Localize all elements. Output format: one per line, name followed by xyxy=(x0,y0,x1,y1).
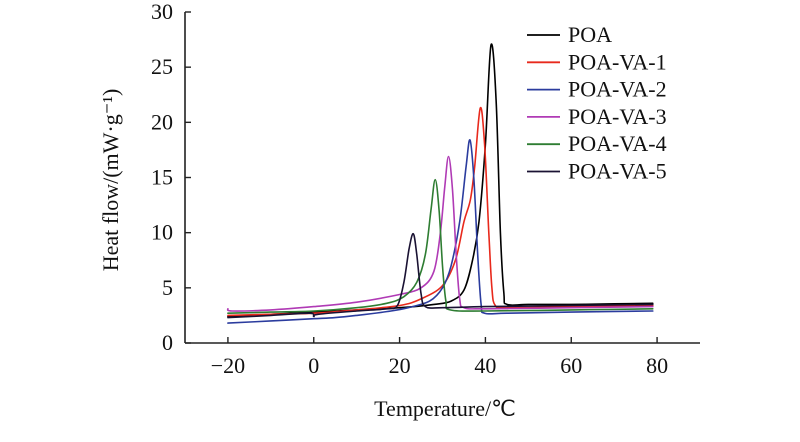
y-tick-label: 25 xyxy=(151,54,173,79)
y-tick-label: 0 xyxy=(162,330,173,355)
series-line-4 xyxy=(226,155,654,312)
x-tick-label: 20 xyxy=(389,353,411,378)
series-line-3 xyxy=(227,139,654,324)
series-line-5 xyxy=(227,178,654,314)
y-ticks: 0 5 10 15 20 25 30 xyxy=(151,0,191,355)
y-tick-label: 15 xyxy=(151,165,173,190)
legend-label-2: POA-VA-1 xyxy=(568,49,667,74)
x-tick-label: 0 xyxy=(308,353,319,378)
legend-label-6: POA-VA-5 xyxy=(568,159,667,184)
x-ticks: −20 0 20 40 60 80 xyxy=(211,337,668,378)
x-tick-label: −20 xyxy=(211,353,245,378)
x-axis-label: Temperature/℃ xyxy=(374,396,516,421)
x-tick-label: 80 xyxy=(646,353,668,378)
legend-label-5: POA-VA-4 xyxy=(568,131,667,156)
series-group xyxy=(226,43,654,324)
y-tick-label: 10 xyxy=(151,220,173,245)
y-tick-label: 30 xyxy=(151,0,173,24)
x-tick-label: 60 xyxy=(560,353,582,378)
series-line-6 xyxy=(227,232,654,319)
y-tick-label: 5 xyxy=(162,275,173,300)
legend-label-4: POA-VA-3 xyxy=(568,104,667,129)
y-tick-label: 20 xyxy=(151,109,173,134)
y-axis-label: Heat flow/(mW·g⁻¹) xyxy=(98,89,123,272)
legend-label-3: POA-VA-2 xyxy=(568,77,667,102)
x-tick-label: 40 xyxy=(474,353,496,378)
legend-label-1: POA xyxy=(568,22,612,47)
